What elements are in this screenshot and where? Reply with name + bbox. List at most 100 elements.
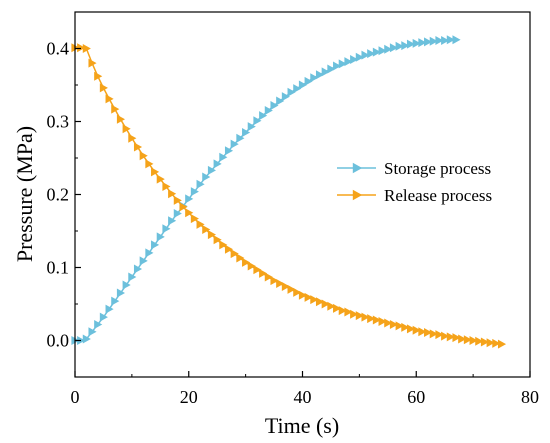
data-point-marker bbox=[355, 311, 364, 321]
data-point-marker bbox=[247, 122, 256, 132]
data-point-marker bbox=[173, 195, 182, 205]
data-point-marker bbox=[281, 281, 290, 291]
data-point-marker bbox=[446, 332, 455, 342]
legend: Storage process Release process bbox=[337, 159, 492, 205]
data-point-marker bbox=[293, 287, 302, 297]
data-point-marker bbox=[122, 124, 131, 134]
data-point-marker bbox=[242, 257, 251, 267]
legend-label: Storage process bbox=[384, 159, 491, 178]
data-point-marker bbox=[133, 142, 143, 152]
data-point-marker bbox=[458, 334, 467, 344]
data-point-marker bbox=[213, 159, 222, 169]
data-point-marker bbox=[361, 50, 370, 60]
data-point-marker bbox=[236, 253, 245, 263]
data-point-marker bbox=[315, 297, 325, 307]
data-point-marker bbox=[446, 35, 455, 45]
data-point-marker bbox=[378, 317, 387, 327]
data-point-marker bbox=[207, 230, 216, 240]
series-release bbox=[71, 43, 507, 349]
data-point-marker bbox=[361, 312, 370, 322]
data-point-marker bbox=[333, 61, 342, 71]
data-point-marker bbox=[475, 336, 484, 346]
data-point-marker bbox=[418, 327, 427, 337]
data-point-marker bbox=[196, 219, 205, 229]
data-point-marker bbox=[276, 279, 285, 289]
data-point-marker bbox=[88, 58, 97, 68]
data-point-marker bbox=[304, 76, 313, 86]
data-point-marker bbox=[406, 324, 416, 334]
legend-label: Release process bbox=[384, 186, 492, 205]
data-point-marker bbox=[94, 319, 103, 329]
data-point-marker bbox=[418, 38, 427, 48]
data-point-marker bbox=[213, 235, 222, 245]
data-point-marker bbox=[321, 67, 330, 77]
data-point-marker bbox=[145, 159, 154, 169]
data-point-marker bbox=[139, 151, 148, 161]
data-point-marker bbox=[156, 174, 165, 184]
data-point-marker bbox=[350, 309, 359, 319]
data-point-marker bbox=[242, 127, 251, 137]
data-point-marker bbox=[435, 35, 444, 45]
data-point-marker bbox=[469, 336, 478, 345]
data-point-marker bbox=[264, 272, 273, 282]
data-point-marker bbox=[395, 321, 404, 331]
y-tick-label: 0.3 bbox=[47, 112, 70, 132]
x-tick-label: 80 bbox=[521, 387, 539, 407]
data-point-marker bbox=[355, 52, 364, 62]
data-point-marker bbox=[168, 216, 177, 226]
x-tick-label: 40 bbox=[294, 387, 312, 407]
data-point-marker bbox=[389, 319, 398, 329]
data-point-marker bbox=[486, 338, 495, 348]
data-point-marker bbox=[429, 329, 438, 339]
data-point-marker bbox=[77, 336, 86, 345]
data-point-marker bbox=[441, 35, 450, 45]
data-point-marker bbox=[94, 71, 103, 81]
data-point-marker bbox=[133, 264, 143, 274]
data-point-marker bbox=[327, 301, 336, 311]
data-point-marker bbox=[151, 240, 160, 250]
y-tick-label: 0.1 bbox=[47, 258, 70, 278]
data-point-marker bbox=[224, 244, 234, 254]
data-point-marker bbox=[202, 225, 211, 235]
data-point-marker bbox=[338, 59, 347, 69]
data-point-marker bbox=[401, 41, 410, 51]
data-point-marker bbox=[412, 38, 421, 48]
data-point-marker bbox=[128, 133, 137, 143]
data-point-marker bbox=[492, 338, 501, 348]
data-point-marker bbox=[224, 146, 234, 156]
data-point-marker bbox=[389, 43, 398, 53]
data-point-marker bbox=[287, 87, 296, 97]
data-point-marker bbox=[315, 70, 325, 80]
y-tick-label: 0.2 bbox=[47, 185, 70, 205]
data-point-marker bbox=[111, 296, 120, 306]
legend-marker bbox=[352, 162, 363, 174]
data-point-marker bbox=[156, 232, 165, 242]
data-point-marker bbox=[497, 339, 507, 349]
data-point-marker bbox=[344, 307, 353, 317]
data-point-marker bbox=[207, 165, 216, 175]
data-point-marker bbox=[401, 322, 410, 332]
data-point-marker bbox=[236, 133, 245, 143]
data-point-marker bbox=[162, 181, 171, 191]
y-axis-title: Pressure (MPa) bbox=[12, 126, 37, 262]
series-layer bbox=[71, 35, 507, 349]
data-point-marker bbox=[77, 43, 86, 53]
data-point-marker bbox=[145, 248, 154, 258]
data-point-marker bbox=[202, 172, 211, 182]
data-point-marker bbox=[293, 84, 302, 94]
data-point-marker bbox=[452, 35, 461, 45]
data-point-marker bbox=[219, 240, 228, 250]
data-point-marker bbox=[424, 37, 433, 47]
data-point-marker bbox=[82, 334, 91, 344]
data-point-marker bbox=[344, 57, 353, 67]
x-tick-label: 0 bbox=[71, 387, 80, 407]
data-point-marker bbox=[412, 325, 421, 335]
axis-ticks: 0 20 40 60 80 0.0 0.1 0.2 0.3 0.4 bbox=[47, 39, 540, 408]
x-tick-label: 60 bbox=[407, 387, 425, 407]
data-point-marker bbox=[253, 265, 262, 275]
data-point-marker bbox=[88, 327, 97, 337]
data-point-marker bbox=[230, 139, 239, 149]
data-point-marker bbox=[463, 335, 472, 345]
data-point-marker bbox=[139, 256, 148, 266]
